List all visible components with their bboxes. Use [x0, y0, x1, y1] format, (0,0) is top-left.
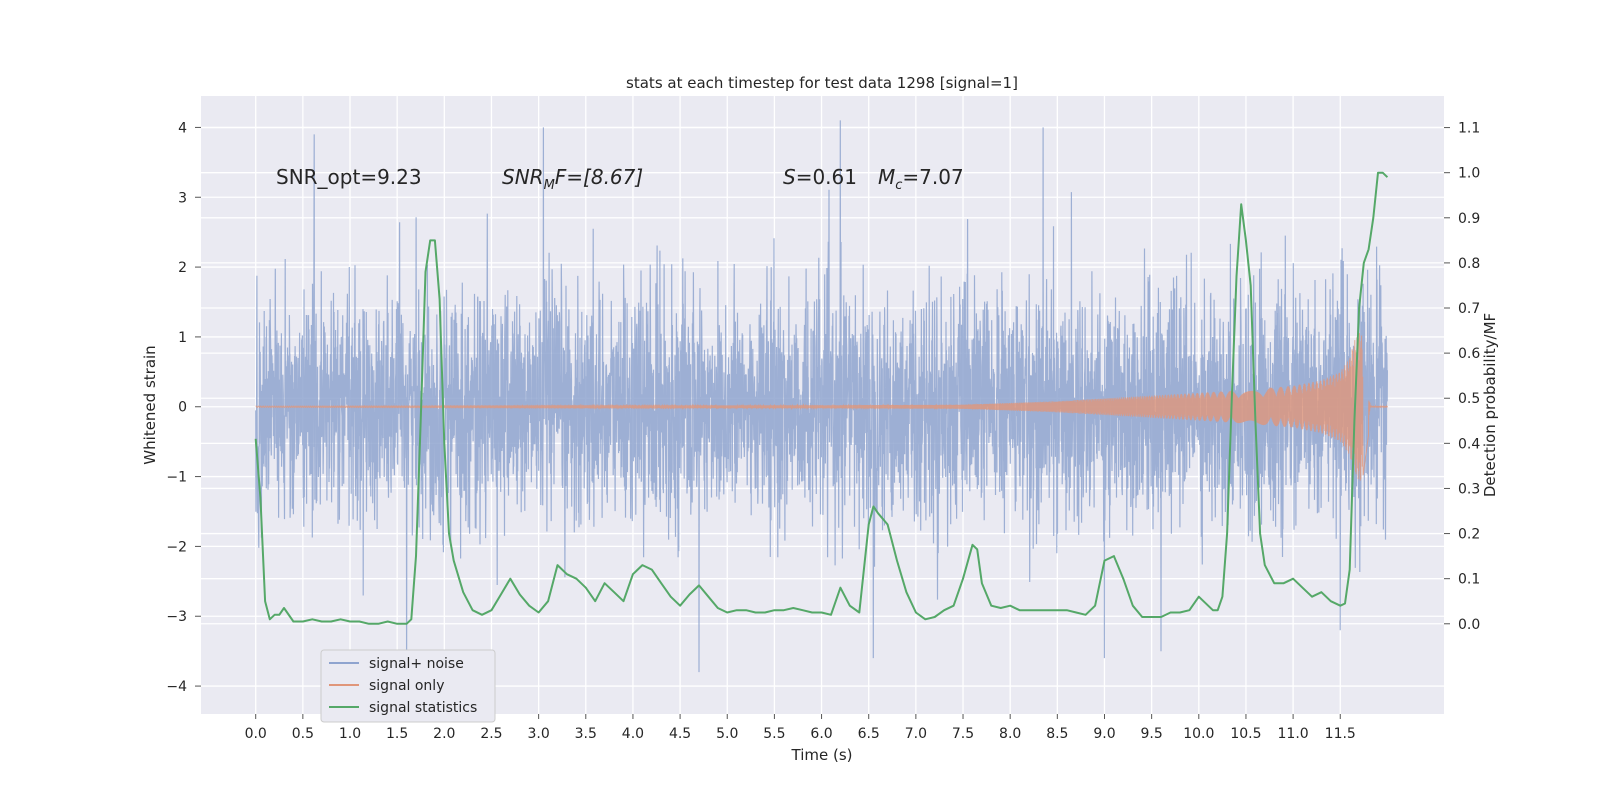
series-signal-statistics	[254, 171, 1389, 625]
legend-label-noise: signal+ noise	[369, 656, 464, 672]
y-tick-label: 2	[178, 260, 187, 276]
y2-tick-label: 0.4	[1458, 436, 1480, 452]
snr-mf-sub: M	[544, 178, 555, 193]
x-tick-label: 0.0	[245, 726, 267, 742]
x-tick-label: 8.5	[1046, 726, 1068, 742]
x-tick-label: 6.0	[810, 726, 832, 742]
s-italic: S	[783, 165, 796, 189]
x-tick-label: 4.5	[669, 726, 691, 742]
series-signal-only	[255, 333, 1388, 481]
x-tick-label: 11.5	[1325, 726, 1356, 742]
x-tick-label: 5.0	[716, 726, 738, 742]
x-tick-label: 1.0	[339, 726, 361, 742]
x-tick-label: 0.5	[292, 726, 314, 742]
x-tick-label: 4.0	[622, 726, 644, 742]
y-tick-label: −4	[166, 679, 187, 695]
y2-tick-label: 0.1	[1458, 572, 1480, 588]
x-tick-label: 3.0	[527, 726, 549, 742]
series-signal-noise	[255, 120, 1389, 680]
y2-tick-label: 0.6	[1458, 346, 1480, 362]
snr-mf-base: SNR	[502, 165, 544, 189]
annotation-mc: Mc=7.07	[878, 165, 964, 193]
y2-tick-label: 0.5	[1458, 391, 1480, 407]
x-tick-label: 10.5	[1230, 726, 1261, 742]
y-tick-label: 1	[178, 330, 187, 346]
x-tick-label: 11.0	[1278, 726, 1309, 742]
y-tick-label: −1	[166, 470, 187, 486]
x-tick-label: 9.5	[1141, 726, 1163, 742]
snr-mf-rest: F=[8.67]	[555, 165, 643, 189]
y-tick-label: −3	[166, 609, 187, 625]
y-tick-label: 4	[178, 120, 187, 136]
y-tick-label: 3	[178, 190, 187, 206]
mc-base: M	[878, 165, 895, 189]
y2-tick-label: 1.0	[1458, 166, 1480, 182]
x-tick-label: 5.5	[763, 726, 785, 742]
x-tick-label: 8.0	[999, 726, 1021, 742]
x-tick-label: 7.5	[952, 726, 974, 742]
y2-tick-label: 0.7	[1458, 301, 1480, 317]
legend-label-stats: signal statistics	[369, 700, 477, 716]
y-axis-label: Whitened strain	[141, 345, 159, 464]
x-tick-label: 2.5	[480, 726, 502, 742]
legend: signal+ noise signal only signal statist…	[320, 649, 496, 723]
y-tick-label: −2	[166, 539, 187, 555]
x-tick-label: 10.0	[1183, 726, 1214, 742]
s-rest: =0.61	[796, 165, 857, 189]
annotation-snr-opt: SNR_opt=9.23	[276, 165, 422, 189]
y2-tick-label: 0.8	[1458, 256, 1480, 272]
y2-tick-label: 0.2	[1458, 527, 1480, 543]
chart-title: stats at each timestep for test data 129…	[626, 74, 1018, 92]
legend-box	[320, 649, 496, 723]
y2-tick-label: 0.0	[1458, 617, 1480, 633]
x-tick-label: 9.0	[1093, 726, 1115, 742]
x-tick-label: 7.0	[905, 726, 927, 742]
x-tick-label: 2.0	[433, 726, 455, 742]
mc-sub: c	[895, 178, 902, 193]
y-tick-label: 0	[178, 400, 187, 416]
x-tick-label: 1.5	[386, 726, 408, 742]
y2-tick-label: 0.9	[1458, 211, 1480, 227]
y2-tick-label: 1.1	[1458, 121, 1480, 137]
annotation-snr-mf: SNRMF=[8.67]	[502, 165, 643, 193]
x-axis-label: Time (s)	[791, 746, 853, 764]
legend-label-signal: signal only	[369, 678, 444, 694]
y2-tick-label: 0.3	[1458, 481, 1480, 497]
mc-rest: =7.07	[902, 165, 963, 189]
y-axis-label-right: Detection probability/MF	[1481, 313, 1499, 497]
annotation-s: S=0.61	[783, 165, 857, 189]
x-tick-label: 6.5	[858, 726, 880, 742]
x-tick-label: 3.5	[575, 726, 597, 742]
